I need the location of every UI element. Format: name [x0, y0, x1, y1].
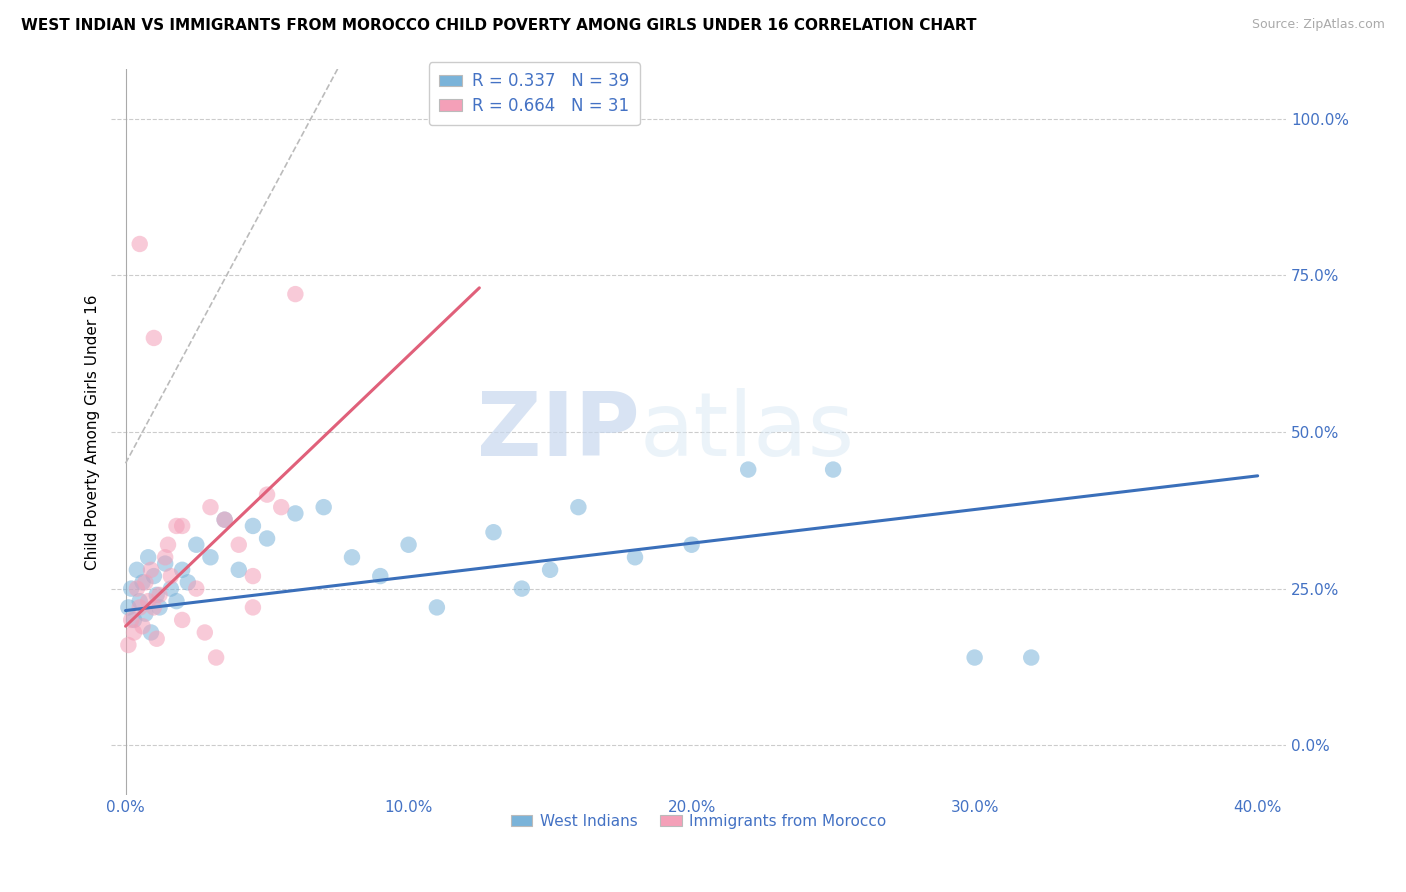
Point	[242, 600, 264, 615]
Point	[153, 557, 176, 571]
Point	[510, 582, 533, 596]
Point	[186, 538, 208, 552]
Point	[148, 588, 170, 602]
Point	[139, 563, 162, 577]
Point	[228, 538, 250, 552]
Point	[136, 550, 159, 565]
Point	[194, 625, 217, 640]
Y-axis label: Child Poverty Among Girls Under 16: Child Poverty Among Girls Under 16	[86, 294, 100, 570]
Point	[120, 613, 142, 627]
Point	[200, 500, 222, 515]
Point	[134, 575, 156, 590]
Point	[681, 538, 703, 552]
Point	[125, 563, 148, 577]
Point	[205, 650, 228, 665]
Point	[160, 582, 183, 596]
Point	[156, 538, 179, 552]
Point	[172, 519, 194, 533]
Point	[142, 569, 165, 583]
Legend: West Indians, Immigrants from Morocco: West Indians, Immigrants from Morocco	[505, 808, 893, 835]
Point	[284, 287, 307, 301]
Point	[312, 500, 335, 515]
Point	[125, 582, 148, 596]
Point	[142, 600, 165, 615]
Text: ZIP: ZIP	[477, 388, 640, 475]
Point	[148, 600, 170, 615]
Point	[117, 638, 139, 652]
Point	[200, 550, 222, 565]
Point	[177, 575, 200, 590]
Point	[128, 237, 150, 252]
Point	[256, 532, 278, 546]
Point	[426, 600, 449, 615]
Text: Source: ZipAtlas.com: Source: ZipAtlas.com	[1251, 18, 1385, 31]
Point	[139, 625, 162, 640]
Point	[256, 488, 278, 502]
Point	[214, 513, 236, 527]
Point	[145, 588, 167, 602]
Point	[128, 594, 150, 608]
Point	[963, 650, 986, 665]
Point	[538, 563, 561, 577]
Point	[823, 462, 845, 476]
Point	[242, 569, 264, 583]
Point	[166, 519, 188, 533]
Point	[134, 607, 156, 621]
Point	[122, 613, 145, 627]
Point	[160, 569, 183, 583]
Point	[482, 525, 505, 540]
Point	[398, 538, 420, 552]
Point	[131, 575, 153, 590]
Text: WEST INDIAN VS IMMIGRANTS FROM MOROCCO CHILD POVERTY AMONG GIRLS UNDER 16 CORREL: WEST INDIAN VS IMMIGRANTS FROM MOROCCO C…	[21, 18, 977, 33]
Point	[153, 550, 176, 565]
Point	[120, 582, 142, 596]
Point	[142, 331, 165, 345]
Point	[242, 519, 264, 533]
Point	[131, 619, 153, 633]
Text: atlas: atlas	[640, 388, 855, 475]
Point	[136, 594, 159, 608]
Point	[117, 600, 139, 615]
Point	[340, 550, 363, 565]
Point	[186, 582, 208, 596]
Point	[145, 632, 167, 646]
Point	[284, 507, 307, 521]
Point	[172, 563, 194, 577]
Point	[172, 613, 194, 627]
Point	[1019, 650, 1042, 665]
Point	[128, 600, 150, 615]
Point	[270, 500, 292, 515]
Point	[368, 569, 391, 583]
Point	[166, 594, 188, 608]
Point	[624, 550, 647, 565]
Point	[122, 625, 145, 640]
Point	[737, 462, 759, 476]
Point	[214, 513, 236, 527]
Point	[567, 500, 589, 515]
Point	[228, 563, 250, 577]
